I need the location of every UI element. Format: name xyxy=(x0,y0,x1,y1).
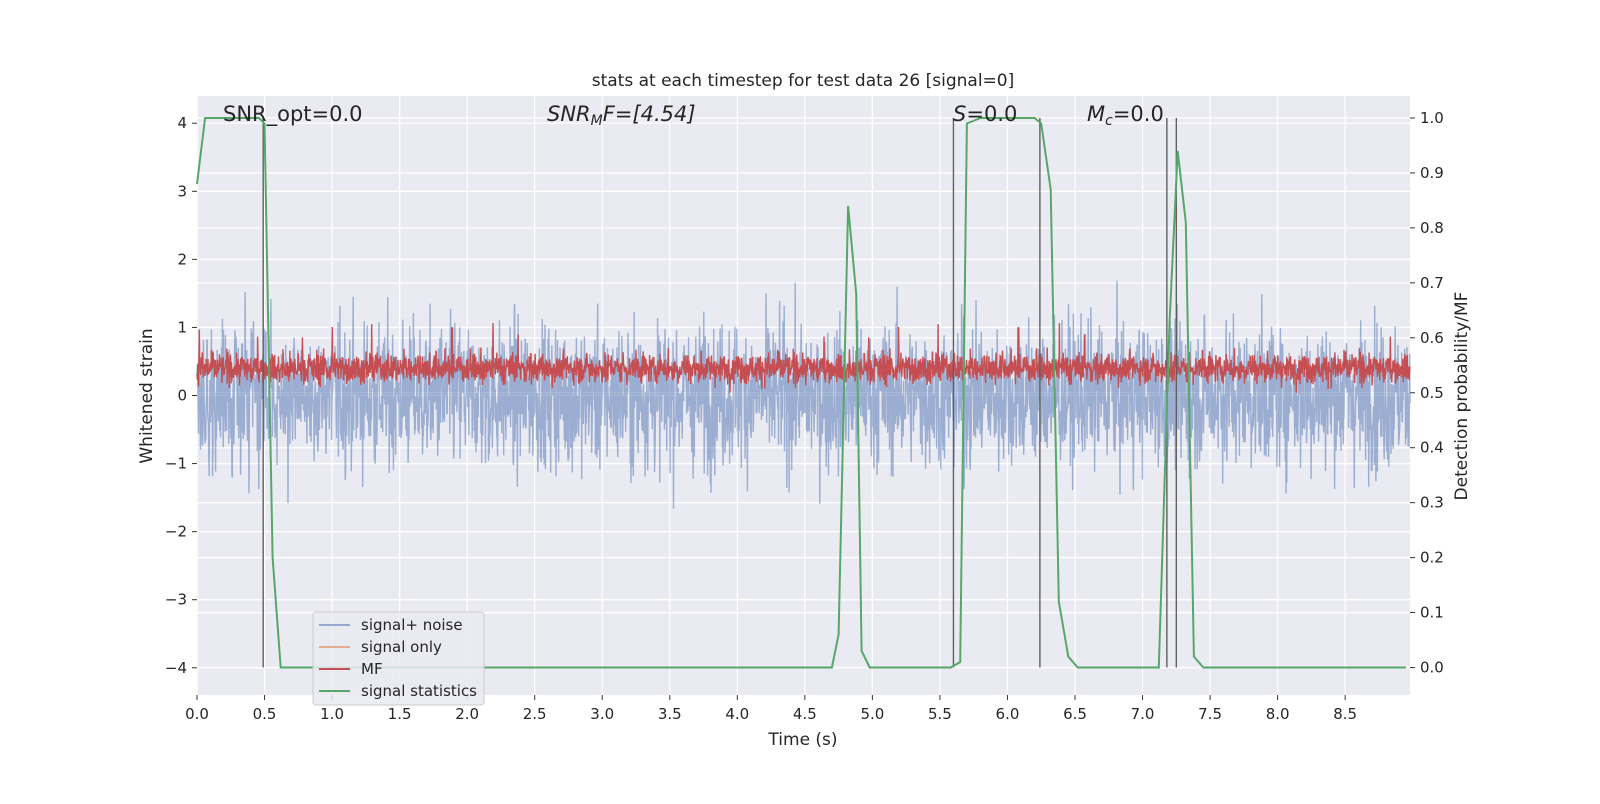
y-tick-label-right: 0.8 xyxy=(1420,219,1444,237)
annotation-mc: Mc=0.0 xyxy=(1087,102,1164,129)
x-tick-label: 3.0 xyxy=(590,705,614,723)
annotation-snr-mf: SNRMF=[4.54] xyxy=(547,102,696,129)
legend-label-signal-statistics: signal statistics xyxy=(361,682,477,700)
y-tick-label-right: 0.5 xyxy=(1420,384,1444,402)
x-tick-label: 7.5 xyxy=(1198,705,1222,723)
annotation-snr-mf-sub: M xyxy=(591,113,603,129)
annotation-mc-rest: =0.0 xyxy=(1113,102,1164,126)
y-tick-label-left: −3 xyxy=(165,591,187,609)
y-tick-label-left: 3 xyxy=(177,182,187,200)
x-tick-label: 8.5 xyxy=(1333,705,1357,723)
y-tick-label-right: 0.1 xyxy=(1420,604,1444,622)
x-tick-label: 6.5 xyxy=(1063,705,1087,723)
x-tick-label: 4.0 xyxy=(725,705,749,723)
y-tick-label-left: −4 xyxy=(165,659,187,677)
annotation-snr-mf-rest: F=[4.54] xyxy=(603,102,696,126)
y-tick-label-right: 0.0 xyxy=(1420,659,1444,677)
y-tick-label-left: 1 xyxy=(177,318,187,336)
y-tick-label-right: 0.3 xyxy=(1420,494,1444,512)
y-tick-label-left: −1 xyxy=(165,455,187,473)
y-tick-label-left: 4 xyxy=(177,114,187,132)
y-tick-label-left: 2 xyxy=(177,250,187,268)
legend-label-signal-noise: signal+ noise xyxy=(361,616,463,634)
x-tick-label: 3.5 xyxy=(658,705,682,723)
x-tick-label: 2.0 xyxy=(455,705,479,723)
y-tick-label-left: −2 xyxy=(165,523,187,541)
annotation-s: S=0.0 xyxy=(953,102,1017,126)
legend-label-signal-only: signal only xyxy=(361,638,442,656)
y-axis-label-right: Detection probability/MF xyxy=(1452,292,1472,501)
legend-box xyxy=(312,611,485,706)
x-tick-label: 4.5 xyxy=(793,705,817,723)
annotation-s-rest: =0.0 xyxy=(966,102,1017,126)
x-tick-label: 2.5 xyxy=(523,705,547,723)
annotation-s-main: S xyxy=(953,102,966,126)
x-tick-label: 7.0 xyxy=(1131,705,1155,723)
legend: signal+ noise signal only MF signal stat… xyxy=(312,611,485,706)
y-tick-label-right: 0.7 xyxy=(1420,274,1444,292)
x-tick-label: 0.0 xyxy=(185,705,209,723)
series-mf xyxy=(196,323,1411,393)
legend-label-mf: MF xyxy=(361,660,383,678)
y-tick-label-right: 0.9 xyxy=(1420,164,1444,182)
annotation-mc-main: M xyxy=(1087,102,1105,126)
plot-area xyxy=(196,117,1411,669)
axes: 0.0 0.5 1.0 1.5 2.0 2.5 3.0 3.5 4.0 4.5 5.0 5.5 6.0 6… xyxy=(165,109,1444,723)
x-tick-label: 5.0 xyxy=(860,705,884,723)
x-tick-label: 8.0 xyxy=(1266,705,1290,723)
x-axis-label: Time (s) xyxy=(767,730,837,750)
y-tick-label-right: 0.4 xyxy=(1420,439,1444,457)
series-signal-statistics xyxy=(196,117,1406,669)
annotation-mc-sub: c xyxy=(1105,113,1113,129)
y-axis-label-left: Whitened strain xyxy=(137,328,157,463)
annotation-snr-mf-main: SNR xyxy=(547,102,591,126)
x-tick-label: 0.5 xyxy=(253,705,277,723)
y-tick-label-right: 1.0 xyxy=(1420,109,1444,127)
x-tick-label: 6.0 xyxy=(996,705,1020,723)
y-tick-label-left: 0 xyxy=(177,387,187,405)
annotation-snr-opt: SNR_opt=0.0 xyxy=(223,102,363,127)
chart-title: stats at each timestep for test data 26 … xyxy=(592,71,1015,91)
y-tick-label-right: 0.6 xyxy=(1420,329,1444,347)
x-tick-label: 1.5 xyxy=(388,705,412,723)
x-tick-label: 5.5 xyxy=(928,705,952,723)
x-tick-label: 1.0 xyxy=(320,705,344,723)
y-tick-label-right: 0.2 xyxy=(1420,549,1444,567)
